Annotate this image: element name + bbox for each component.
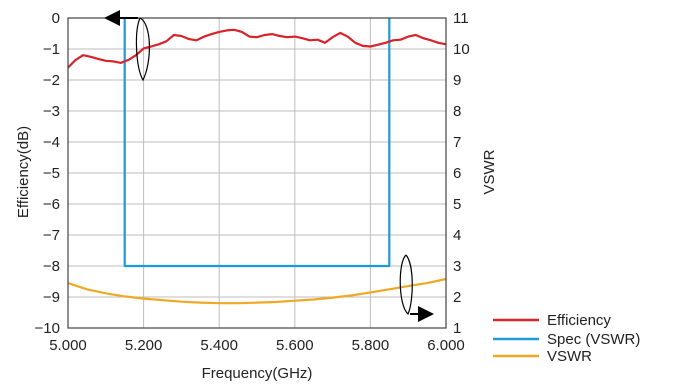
y-left-tick-label: −4 (43, 134, 60, 151)
y-left-tick-labels: 0 −1 −2 −3 −4 −5 −6 −7 −8 −9 −10 (35, 10, 60, 337)
y-right-tick-label: 2 (453, 289, 461, 306)
x-tick-labels: 5.000 5.200 5.400 5.600 5.800 6.000 (49, 337, 465, 354)
x-tick-label: 5.000 (49, 337, 87, 354)
legend-label-vswr: VSWR (547, 348, 592, 365)
legend-item-vswr: VSWR (493, 348, 592, 365)
y-right-tick-labels: 11 10 9 8 7 6 5 4 3 2 1 (453, 10, 470, 337)
legend-label-spec-vswr: Spec (VSWR) (547, 331, 640, 348)
x-tick-label: 5.600 (276, 337, 314, 354)
x-tick-label: 5.400 (200, 337, 238, 354)
y-left-tick-label: −8 (43, 258, 60, 275)
y-right-tick-label: 7 (453, 134, 461, 151)
y-left-tick-label: −3 (43, 103, 60, 120)
legend-label-efficiency: Efficiency (547, 312, 611, 329)
y-right-tick-label: 1 (453, 320, 461, 337)
y-left-tick-label: −10 (35, 320, 60, 337)
y-right-tick-label: 9 (453, 72, 461, 89)
y-right-axis-label: VSWR (481, 149, 498, 194)
series-layer (67, 18, 447, 305)
y-right-tick-label: 5 (453, 196, 461, 213)
y-left-tick-label: −1 (43, 41, 60, 58)
y-left-tick-label: 0 (52, 10, 60, 27)
y-left-tick-label: −6 (43, 196, 60, 213)
y-right-tick-label: 3 (453, 258, 461, 275)
y-left-axis-label: Efficiency(dB) (15, 126, 32, 218)
right-axis-indicator (399, 254, 434, 322)
y-right-tick-label: 11 (453, 10, 469, 27)
y-right-tick-label: 6 (453, 165, 461, 182)
series-line-vswr (67, 277, 447, 305)
x-tick-label: 5.200 (125, 337, 163, 354)
x-tick-label: 5.800 (352, 337, 390, 354)
y-right-tick-label: 10 (453, 41, 470, 58)
plot-frame (67, 17, 447, 329)
y-left-tick-label: −7 (43, 227, 60, 244)
legend-item-efficiency: Efficiency (493, 312, 611, 329)
y-right-tick-label: 4 (453, 227, 461, 244)
y-left-tick-label: −5 (43, 165, 60, 182)
series-line-efficiency (67, 28, 447, 69)
series-line-spec-vswr (123, 18, 391, 268)
legend-item-spec-vswr: Spec (VSWR) (493, 331, 640, 348)
y-right-tick-label: 8 (453, 103, 461, 120)
legend: Efficiency Spec (VSWR) VSWR (493, 312, 640, 365)
x-tick-label: 6.000 (427, 337, 465, 354)
left-axis-indicator (104, 10, 151, 82)
y-left-tick-label: −2 (43, 72, 60, 89)
x-axis-label: Frequency(GHz) (202, 365, 313, 382)
y-left-tick-label: −9 (43, 289, 60, 306)
